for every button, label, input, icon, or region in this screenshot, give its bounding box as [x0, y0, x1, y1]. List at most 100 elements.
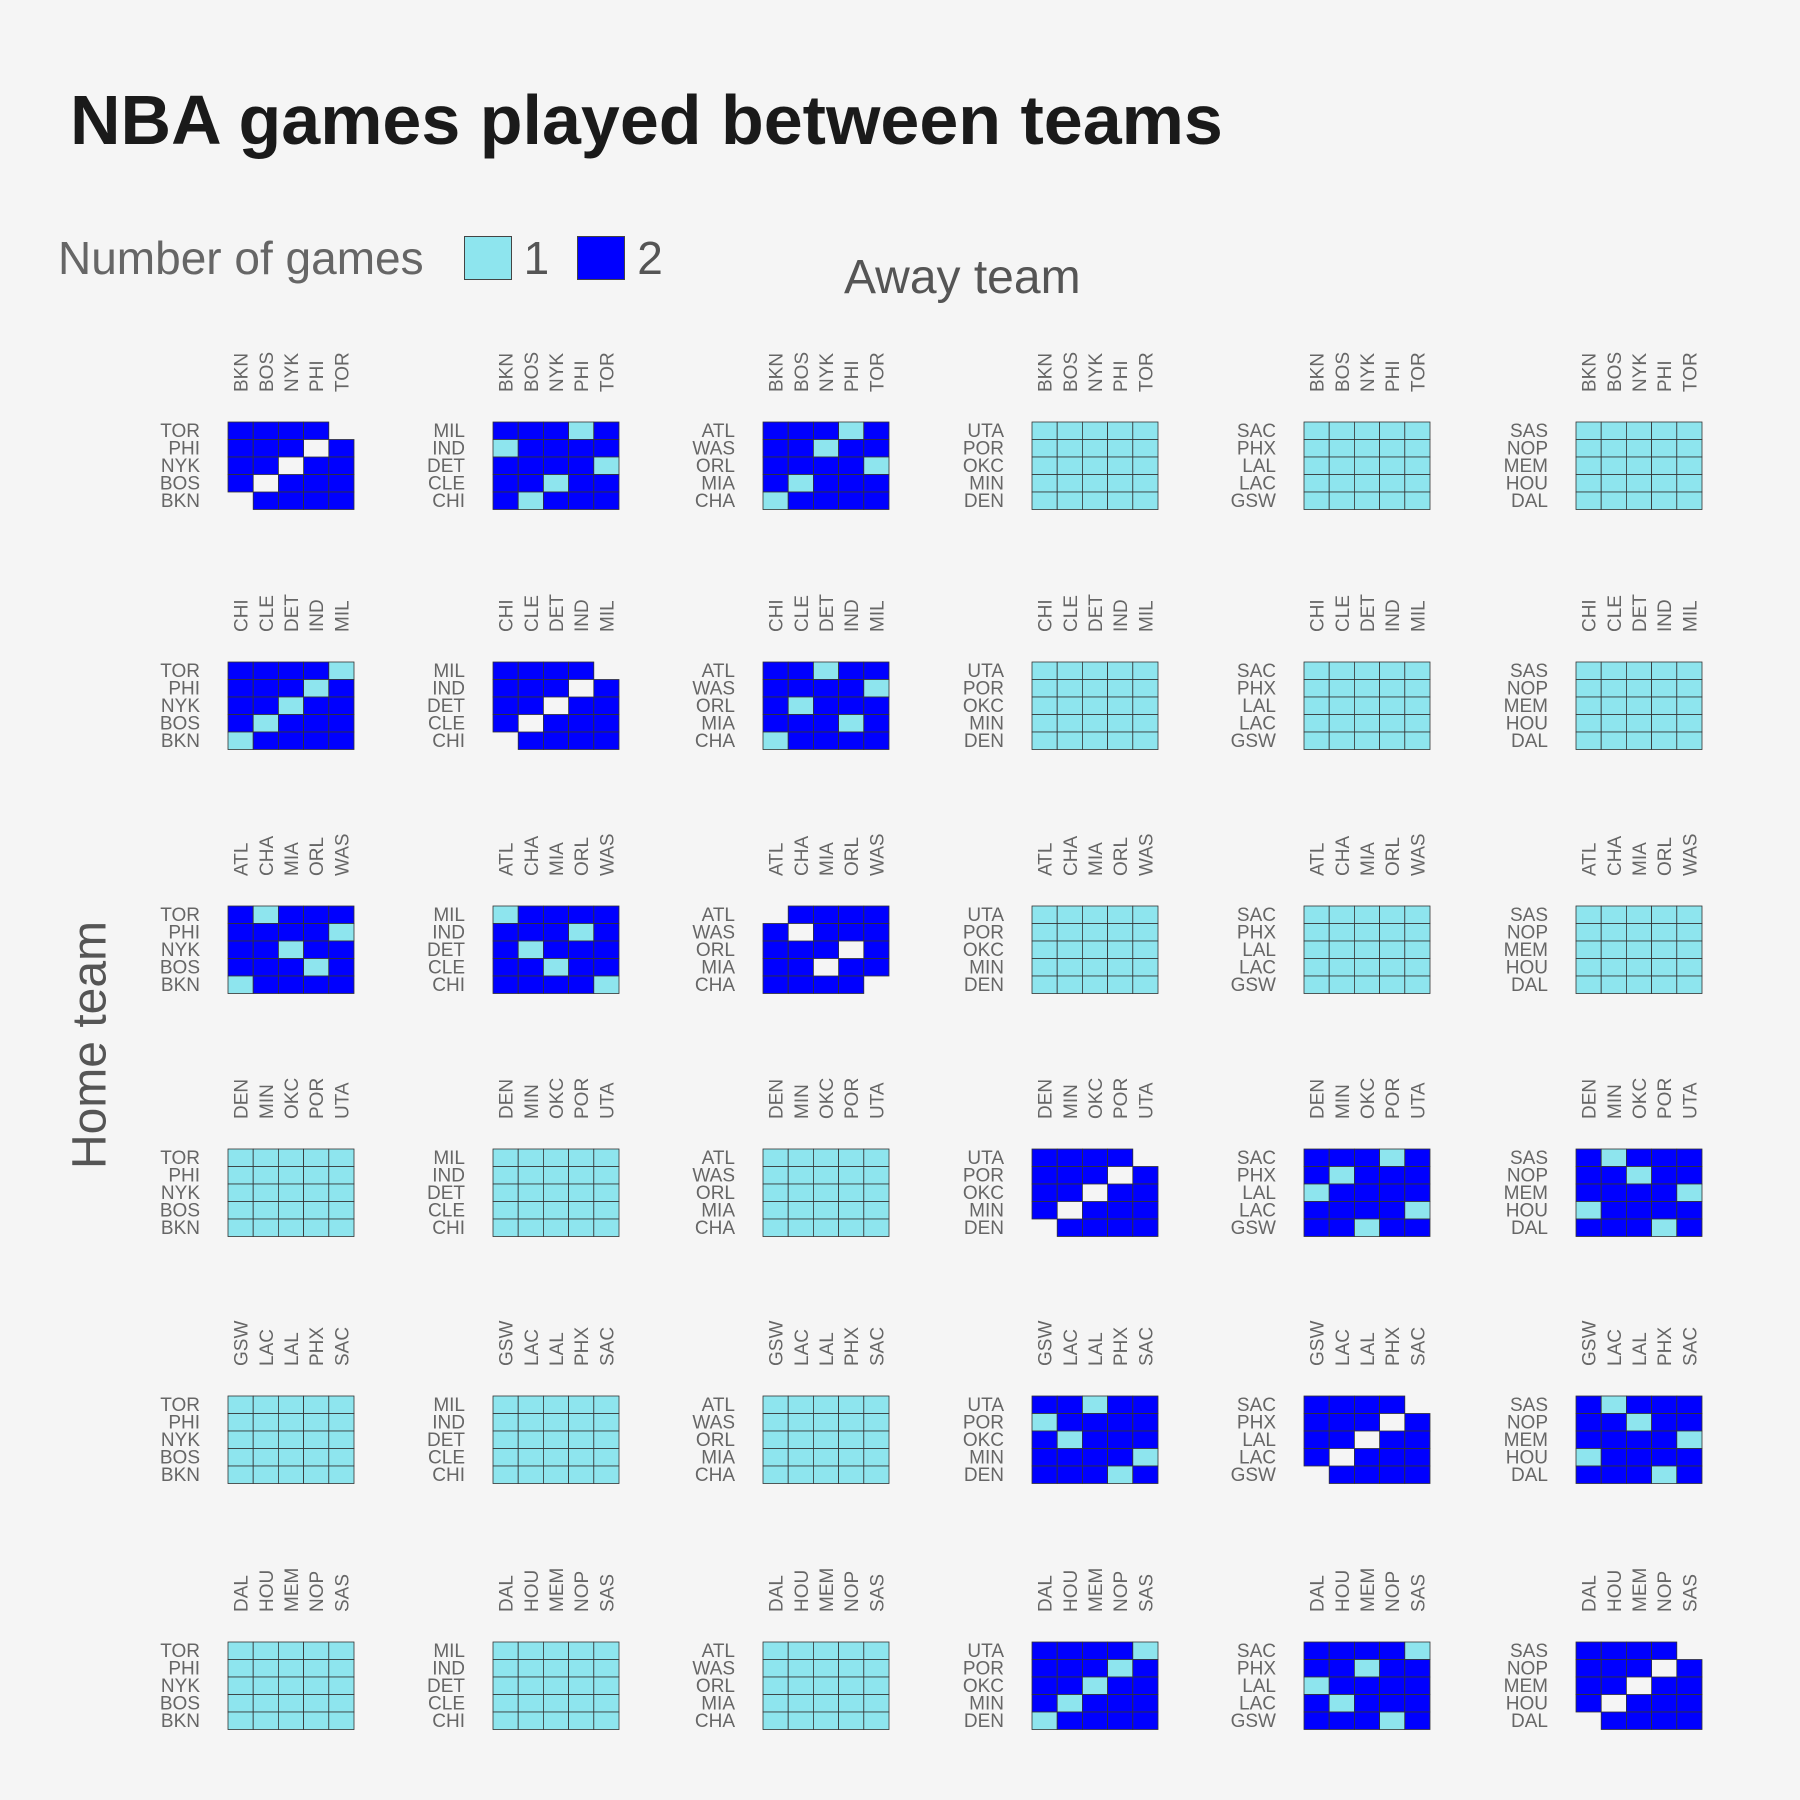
row-label-chi: CHI — [432, 491, 465, 512]
cell-uta-orl — [1107, 905, 1134, 924]
cell-det-gsw — [492, 1430, 519, 1449]
cell-sas-bos — [1600, 421, 1627, 440]
col-label-orl: ORL — [842, 837, 863, 876]
cell-sac-tor — [1404, 421, 1431, 440]
cell-cle-bos — [517, 474, 544, 493]
cell-nop-orl — [1651, 923, 1678, 942]
cell-bkn-mil — [328, 731, 355, 750]
cell-atl-okc — [813, 1148, 840, 1167]
cell-min-sas — [1132, 1694, 1159, 1713]
cell-hou-sas — [1676, 1694, 1703, 1713]
cell-mem-uta — [1676, 1183, 1703, 1202]
row-label-uta: UTA — [967, 1395, 1004, 1416]
cell-bkn-ind — [303, 731, 330, 750]
col-label-mia: MIA — [547, 842, 568, 876]
row-label-ind: IND — [432, 1166, 465, 1187]
cell-was-phi — [838, 439, 865, 458]
cell-mil-tor — [593, 421, 620, 440]
cell-mia-cha — [787, 958, 814, 977]
row-label-cha: CHA — [695, 1465, 735, 1486]
cell-mil-phi — [568, 421, 595, 440]
cell-cha-por — [838, 1218, 865, 1237]
cell-min-mia — [1082, 958, 1109, 977]
cell-den-nyk — [1082, 491, 1109, 510]
row-label-bos: BOS — [160, 474, 200, 495]
cell-nop-chi — [1575, 679, 1602, 698]
row-label-gsw: GSW — [1231, 1218, 1276, 1239]
col-label-mil: MIL — [332, 600, 353, 632]
cell-bos-mem — [277, 1694, 304, 1713]
cell-mem-nyk — [1626, 456, 1653, 475]
cell-bos-lac — [252, 1448, 279, 1467]
cell-nop-okc — [1626, 1166, 1653, 1185]
row-label-sac: SAC — [1237, 1148, 1276, 1169]
cell-mem-phi — [1651, 456, 1678, 475]
cell-lal-mem — [1354, 1676, 1381, 1695]
cell-den-orl — [1107, 975, 1134, 994]
cell-chi-tor — [593, 491, 620, 510]
cell-dal-phi — [1651, 491, 1678, 510]
cell-sac-was — [1404, 905, 1431, 924]
row-label-min: MIN — [969, 1201, 1004, 1222]
cell-bos-nyk — [277, 474, 304, 493]
cell-okc-cha — [1056, 940, 1083, 959]
cell-orl-lal — [813, 1430, 840, 1449]
col-label-lal: LAL — [817, 1332, 838, 1366]
cell-mil-dal — [492, 1641, 519, 1660]
cell-min-mem — [1082, 1694, 1109, 1713]
cell-por-okc — [1082, 1166, 1109, 1185]
cell-phi-sas — [328, 1659, 355, 1678]
cell-sac-cle — [1328, 661, 1355, 680]
cell-det-lal — [543, 1430, 570, 1449]
cell-mil-orl — [568, 905, 595, 924]
cell-min-ind — [1107, 714, 1134, 733]
cell-phx-det — [1354, 679, 1381, 698]
cell-was-sas — [863, 1659, 890, 1678]
cell-orl-gsw — [762, 1430, 789, 1449]
cell-was-mia — [813, 923, 840, 942]
cell-den-mil — [1132, 731, 1159, 750]
cell-mil-sac — [593, 1395, 620, 1414]
row-label-phx: PHX — [1237, 439, 1276, 460]
cell-min-phx — [1107, 1448, 1134, 1467]
row-label-sas: SAS — [1510, 1148, 1548, 1169]
cell-tor-bos — [252, 421, 279, 440]
cell-sac-ind — [1379, 661, 1406, 680]
cell-hou-nyk — [1626, 474, 1653, 493]
cell-bos-gsw — [227, 1448, 254, 1467]
col-label-hou: HOU — [1061, 1570, 1082, 1612]
cell-ind-chi — [492, 679, 519, 698]
cell-bkn-por — [303, 1218, 330, 1237]
row-label-bkn: BKN — [161, 975, 200, 996]
cell-nyk-lac — [252, 1430, 279, 1449]
row-label-det: DET — [427, 1676, 465, 1697]
cell-nop-uta — [1676, 1166, 1703, 1185]
col-label-bos: BOS — [257, 352, 278, 392]
cell-mia-mem — [813, 1694, 840, 1713]
col-label-chi: CHI — [1036, 599, 1057, 632]
cell-atl-lal — [813, 1395, 840, 1414]
row-label-mem: MEM — [1504, 1430, 1548, 1451]
col-label-min: MIN — [1333, 1084, 1354, 1119]
cell-atl-lac — [787, 1395, 814, 1414]
cell-phi-hou — [252, 1659, 279, 1678]
row-label-phi: PHI — [168, 1659, 200, 1680]
cell-lal-nop — [1379, 1676, 1406, 1695]
cell-cle-okc — [543, 1201, 570, 1220]
cell-was-lal — [813, 1413, 840, 1432]
cell-okc-was — [1132, 940, 1159, 959]
cell-sac-cha — [1328, 905, 1355, 924]
col-label-was: WAS — [332, 833, 353, 876]
row-label-dal: DAL — [1511, 491, 1548, 512]
row-label-min: MIN — [969, 1694, 1004, 1715]
row-label-nyk: NYK — [161, 1430, 200, 1451]
cell-det-cle — [517, 696, 544, 715]
col-label-cha: CHA — [1333, 836, 1354, 876]
col-label-por: POR — [1111, 1078, 1132, 1119]
cell-chi-bos — [517, 491, 544, 510]
col-label-phi: PHI — [572, 360, 593, 392]
row-label-orl: ORL — [696, 456, 735, 477]
row-label-lal: LAL — [1242, 1430, 1276, 1451]
